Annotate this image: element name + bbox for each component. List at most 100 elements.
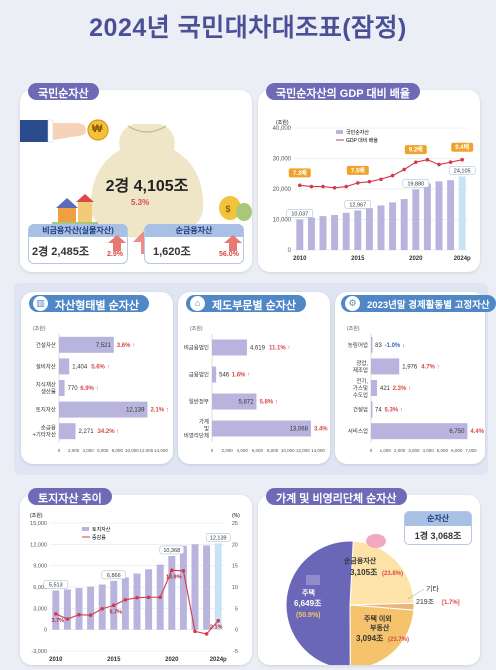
piggy-bank-icon: [366, 534, 386, 548]
gdp-ratio-point: [390, 173, 395, 178]
household-total-label: 순자산: [405, 512, 471, 526]
pie-label-pct: (23.7%): [388, 637, 409, 643]
land-bar: [203, 545, 211, 630]
institution-category: 비영리단체: [184, 432, 209, 440]
industry-value: 74: [375, 408, 382, 414]
land-bar-label-bg: [101, 570, 127, 580]
gdp-y-tick: 0: [288, 248, 292, 254]
gdp-bar: [435, 181, 443, 250]
land-bar: [52, 590, 60, 630]
asset_type-value: 770: [68, 386, 79, 392]
gdp-y-tick: 40,000: [273, 126, 292, 132]
pie-slice: [285, 540, 354, 665]
net-assets-card: 국민순자산 $ ₩ 2경 4,105조 5.3% 비금융자산(실물자산) 2경 …: [20, 83, 252, 272]
institution-growth: 5.8% ↑: [259, 400, 277, 406]
industry-x-tick: 5,000: [437, 448, 449, 453]
land-rate-point: [181, 568, 186, 573]
land-y-left: 12,000: [30, 542, 47, 548]
land-bar-label-bg: [43, 580, 69, 589]
industry-growth: 4.4% ↑: [470, 429, 485, 435]
land-rate-point: [112, 603, 116, 608]
gdp-bar: [365, 208, 373, 250]
gdp-bar-label-bg: [402, 179, 430, 188]
institution-chart: (조원) 0 2,000 4,000 6,000 8,000 10,000 12,000 14,…: [184, 325, 330, 453]
gdp-bar-label: 10,037: [291, 211, 308, 217]
gdp-ratio-point: [414, 160, 418, 164]
gdp-ratio-chart: (조원)40,000 30,000 20,000 10,000 0 10,037 7.3배 1…: [273, 119, 476, 262]
industry-card: ⚙ 2023년말 경제활동별 고정자산 (조원) 0 1,000 2,000 3,000 4…: [335, 292, 496, 464]
page-title: 2024년 국민대차대조표(잠정): [89, 14, 407, 42]
gdp-ratio-point: [379, 177, 383, 182]
land-x-tick: 2024p: [210, 657, 227, 663]
nonfin-up-arrow: [108, 235, 126, 251]
land-y-right: 25: [232, 521, 238, 527]
institution-bar: [212, 339, 247, 356]
land-y-right: -5: [233, 649, 238, 655]
land-rate-point: [100, 606, 104, 611]
institution-title: 제도부문별 순자산: [212, 300, 297, 312]
land-bar: [168, 555, 176, 630]
asset_type-category: 순금융: [41, 425, 56, 432]
land-chart: (조원) (%) 15,000 25 12,000 20 9,000 15 6,000 10 3,0…: [30, 512, 240, 663]
gdp-ratio-label: 7.5배: [351, 166, 365, 174]
household-card: 가계 및 비영리단체 순자산 순자산 1경 3,068조 주택 6,649조 (50…: [258, 488, 480, 665]
industry-label: ⚙ 2023년말 경제활동별 고정자산: [341, 295, 496, 312]
gdp-ratio-label-bg: [404, 145, 427, 155]
asset_type-category: 건설자산: [36, 341, 56, 349]
asset_type-bar: [59, 358, 70, 375]
gdp-bar-label-bg: [286, 209, 314, 218]
institution-value: 4,619: [250, 346, 266, 352]
land-rate-point: [54, 612, 58, 616]
asset_type-value: 1,404: [72, 364, 88, 370]
industry-bar: [371, 336, 373, 353]
land-rate-point: [204, 632, 209, 636]
net-assets-growth: 5.3%: [131, 198, 150, 207]
institution-category: 및: [204, 426, 209, 433]
gdp-bar-label: 12,967: [349, 202, 366, 208]
gdp-bar: [458, 176, 466, 250]
land-rate-point: [88, 613, 93, 617]
gdp-legend-line: GDP 대비 배율: [346, 137, 378, 144]
pie-label-pct: [1.7%]: [442, 600, 460, 606]
land-rate-point: [170, 568, 174, 573]
industry-category: 건설업: [353, 406, 368, 414]
land-y-right: 10: [232, 585, 238, 591]
institution-value: 546: [219, 373, 230, 379]
gdp-bar: [377, 205, 385, 250]
pie-label-name: 주택: [302, 588, 315, 597]
pie-label-pct: (23.8%): [382, 571, 403, 577]
fin-label: 순금융자산: [145, 224, 243, 237]
industry-growth: 4.7% ↑: [421, 364, 439, 370]
asset_type-growth: 6.9% ↑: [80, 386, 98, 392]
gdp-bar-label: 19,880: [407, 181, 424, 187]
asset_type-x-tick: 10,000: [125, 448, 139, 453]
gdp-y-tick: 20,000: [273, 187, 292, 193]
land-bar-label: 5,513: [49, 582, 63, 588]
land-y-right: 5: [235, 606, 238, 612]
gdp-ratio-card: 국민순자산의 GDP 대비 배율 (조원) 40,000 30,000 20,000 1…: [258, 83, 480, 272]
land-unit-left: (조원): [30, 512, 43, 519]
land-rate-label: 5.7%: [110, 609, 123, 615]
land-rate-label: 13.9%: [166, 574, 182, 580]
industry-category: 서비스업: [348, 427, 368, 435]
land-label: 토지자산 추이: [28, 488, 112, 505]
industry-bar: [371, 401, 373, 418]
land-bar: [63, 589, 71, 630]
land-rate-point: [216, 618, 220, 623]
pie-label-pct: (50.9%): [296, 612, 321, 619]
asset_type-value: 7,521: [96, 343, 112, 349]
gdp-ratio-label-bg: [346, 165, 369, 175]
land-rate-point: [146, 595, 151, 600]
industry-category: 광업,: [356, 359, 368, 367]
industry-unit: (조원): [347, 325, 360, 332]
gdp-ratio-point: [298, 183, 302, 188]
industry-value: 421: [380, 386, 391, 392]
asset_type-growth: 3.6% ↑: [117, 343, 135, 349]
gdp-ratio-point: [309, 184, 314, 189]
land-bar: [179, 545, 187, 630]
institution-x-tick: 12,000: [296, 448, 310, 453]
land-y-left: -3,000: [31, 649, 47, 655]
institution-value: 5,872: [238, 400, 254, 406]
institution-bar: [212, 393, 257, 410]
gdp-bar: [389, 202, 397, 250]
